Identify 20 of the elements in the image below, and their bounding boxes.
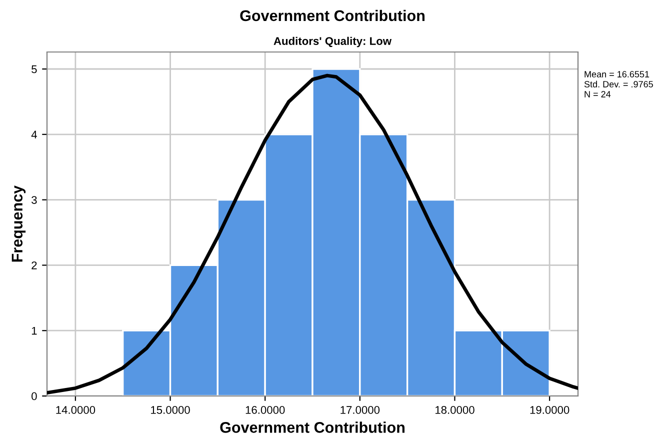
x-tick-label: 18.0000 [436, 406, 474, 414]
y-tick-label: 4 [31, 130, 37, 138]
text: Mean = 16.6551 [584, 71, 650, 78]
text: N = 24 [584, 91, 611, 98]
y-tick-label: 3 [32, 196, 37, 204]
x-tick-label: 17.0000 [340, 406, 380, 414]
y-axis-title: Frequency [12, 185, 26, 262]
x-tick-label: 19.0000 [530, 406, 570, 414]
y-tick-label: 2 [32, 261, 37, 270]
x-axis-title: Government Contribution [220, 422, 404, 433]
x-tick-label: 16.0000 [246, 406, 285, 414]
chart-title: Government Contribution [240, 10, 424, 22]
line-series [47, 74, 578, 394]
y-tick-label: 0 [32, 392, 37, 400]
x-tick-label: 14.0000 [56, 406, 96, 414]
text: Std. Dev. = .9765 [584, 80, 653, 88]
y-tick-label: 1 [32, 326, 37, 335]
chart-subtitle: Auditors' Quality: Low [274, 36, 392, 48]
y-tick-label: 5 [32, 65, 37, 74]
x-tick-label: 15.0000 [151, 406, 190, 414]
